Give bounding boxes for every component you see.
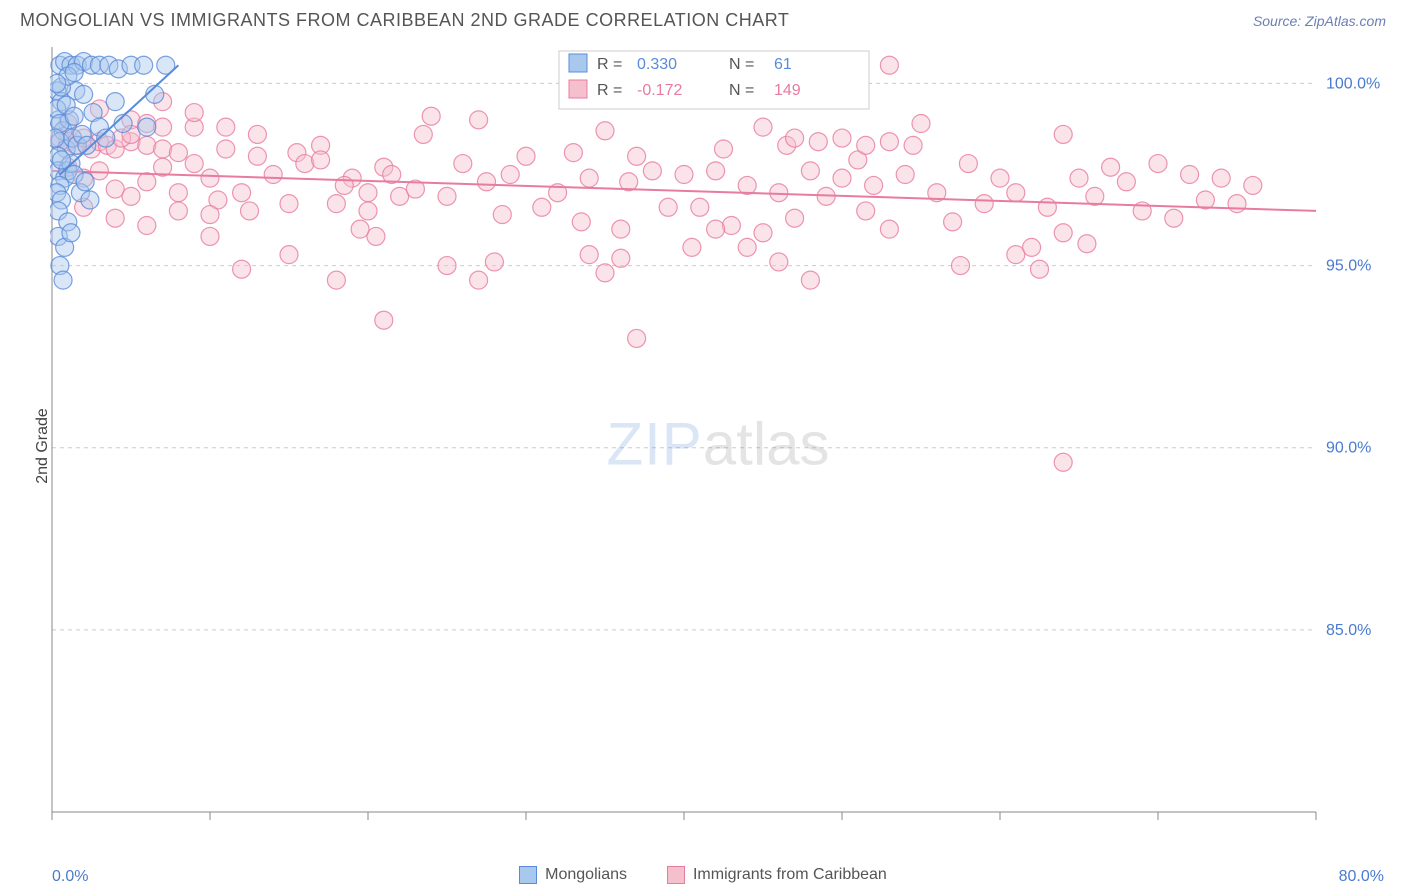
svg-text:R =: R = (597, 82, 622, 99)
chart-title: MONGOLIAN VS IMMIGRANTS FROM CARIBBEAN 2… (20, 10, 789, 31)
swatch-icon (519, 866, 537, 884)
swatch-icon (667, 866, 685, 884)
svg-text:N =: N = (729, 82, 754, 99)
bottom-legend: Mongolians Immigrants from Caribbean (0, 866, 1406, 884)
scatter-plot: 85.0% 90.0% 95.0% 100.0% R = 0.330 N = 61 R = -0.… (50, 45, 1386, 842)
chart-area: 85.0% 90.0% 95.0% 100.0% R = 0.330 N = 61 R = -0.… (50, 45, 1386, 842)
svg-text:N =: N = (729, 56, 754, 73)
legend-label: Immigrants from Caribbean (693, 866, 887, 884)
svg-text:61: 61 (774, 56, 792, 73)
svg-text:R =: R = (597, 56, 622, 73)
legend-item-caribbean: Immigrants from Caribbean (667, 866, 887, 884)
svg-text:149: 149 (774, 82, 801, 99)
svg-text:85.0%: 85.0% (1326, 622, 1371, 639)
svg-text:100.0%: 100.0% (1326, 75, 1380, 92)
legend-item-mongolians: Mongolians (519, 866, 627, 884)
source-label: Source: ZipAtlas.com (1253, 13, 1386, 29)
svg-text:95.0%: 95.0% (1326, 258, 1371, 275)
legend-label: Mongolians (545, 866, 627, 884)
svg-text:90.0%: 90.0% (1326, 440, 1371, 457)
svg-text:0.330: 0.330 (637, 56, 677, 73)
svg-text:-0.172: -0.172 (637, 82, 682, 99)
